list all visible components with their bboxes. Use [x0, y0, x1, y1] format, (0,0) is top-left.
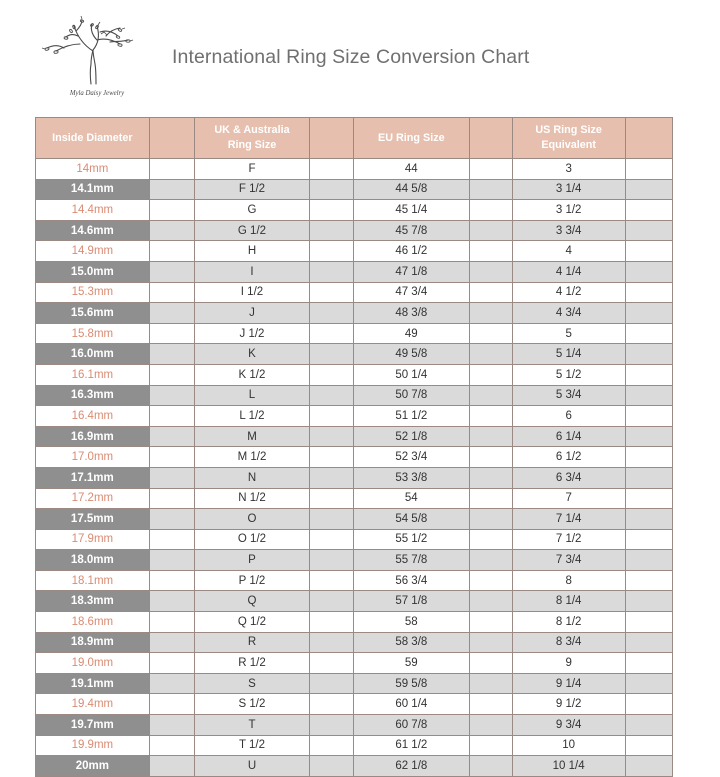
svg-text:Myla Daisy Jewelry: Myla Daisy Jewelry	[69, 90, 125, 97]
